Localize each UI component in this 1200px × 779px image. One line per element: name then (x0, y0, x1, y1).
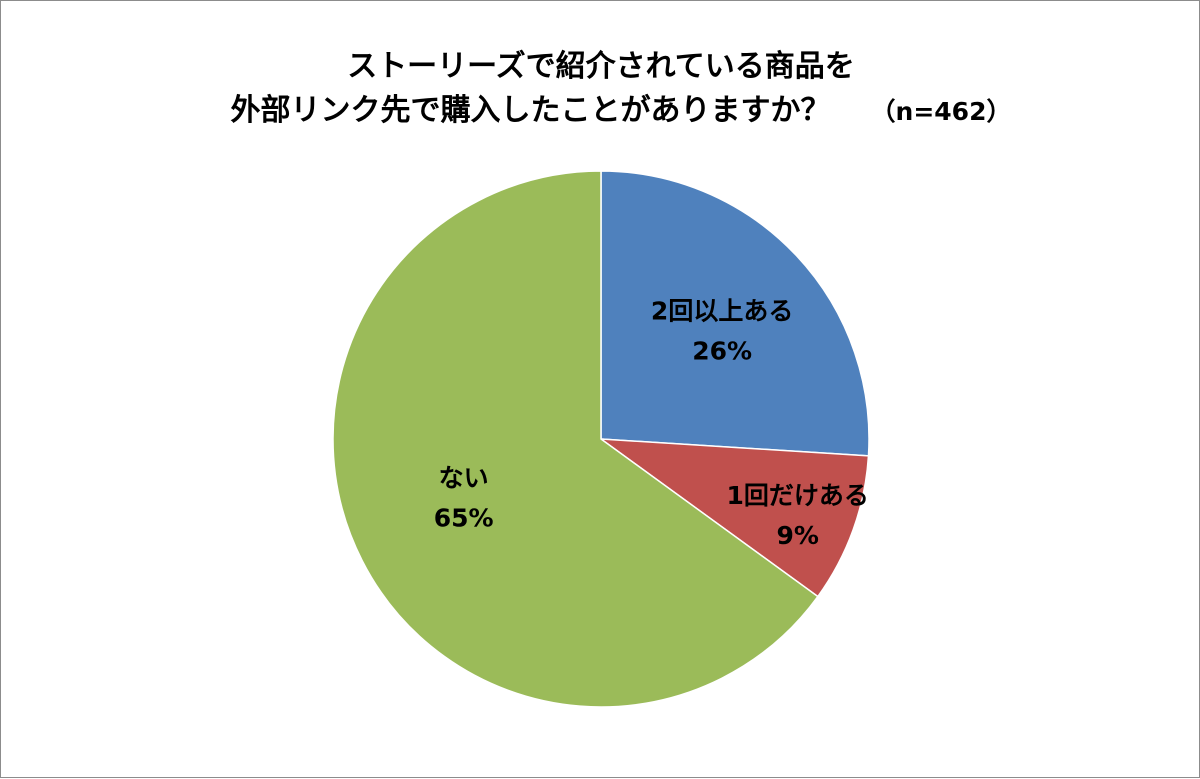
slice-label-name-2: 1回だけある (726, 481, 868, 510)
chart-title: ストーリーズで紹介されている商品を 外部リンク先で購入したことがありますか？ （n… (1, 45, 1200, 134)
pie-slice-3 (332, 170, 819, 708)
slice-label-value-1: 26% (692, 336, 752, 365)
pie-slice-1 (600, 170, 870, 457)
pie-slices (332, 170, 870, 708)
chart-title-line2-group: 外部リンク先で購入したことがありますか？ （n=462） (41, 89, 1200, 134)
chart-title-line2: 外部リンク先で購入したことがありますか？ (230, 93, 831, 128)
sample-size: （n=462） (870, 97, 1012, 126)
pie-labels: 2回以上ある 26% 1回だけある 9% ない 65% (434, 296, 869, 550)
slice-label-name-1: 2回以上ある (651, 296, 793, 325)
slice-label-name-3: ない (439, 463, 489, 492)
slice-label-value-2: 9% (776, 521, 818, 550)
chart-title-line1: ストーリーズで紹介されている商品を (347, 49, 855, 84)
pie-slice-2 (598, 438, 870, 598)
slice-label-value-3: 65% (434, 503, 494, 532)
